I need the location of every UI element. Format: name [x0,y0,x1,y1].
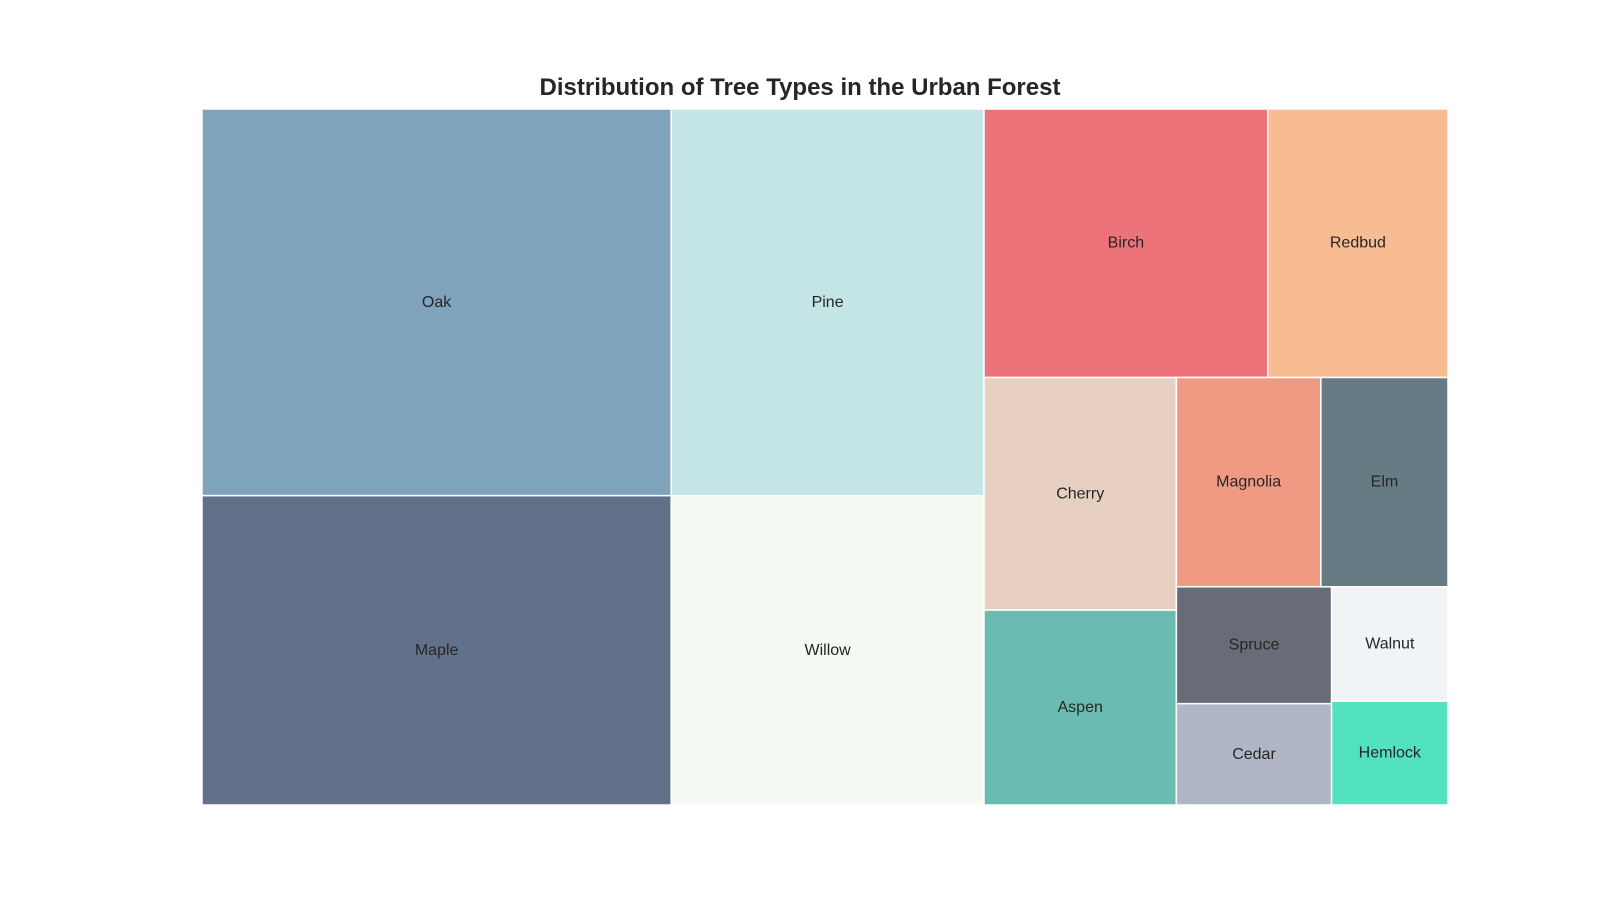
tile-cherry [983,376,1178,611]
tile-label-pine: Pine [812,294,844,311]
tile-label-cedar: Cedar [1232,746,1276,763]
tile-magnolia [1175,376,1322,588]
tile-oak [201,108,672,497]
tile-label-elm: Elm [1371,474,1399,491]
tile-willow [670,494,985,806]
tile-label-cherry: Cherry [1056,485,1104,502]
tile-label-walnut: Walnut [1365,635,1415,652]
tile-label-magnolia: Magnolia [1216,474,1281,491]
tile-label-maple: Maple [415,642,459,659]
tile-label-hemlock: Hemlock [1359,745,1422,762]
tile-aspen [983,609,1178,806]
tile-label-redbud: Redbud [1330,235,1386,252]
tile-maple [201,494,672,806]
chart-title: Distribution of Tree Types in the Urban … [539,74,1061,101]
tile-label-oak: Oak [422,294,452,311]
tile-pine [670,108,985,497]
tile-label-spruce: Spruce [1229,637,1280,654]
tile-cedar [1175,702,1333,806]
tile-label-aspen: Aspen [1058,699,1103,716]
tile-label-birch: Birch [1108,235,1144,252]
tile-elm [1320,376,1449,588]
tile-walnut [1330,586,1449,702]
tile-hemlock [1330,700,1449,806]
tile-label-willow: Willow [804,642,851,659]
